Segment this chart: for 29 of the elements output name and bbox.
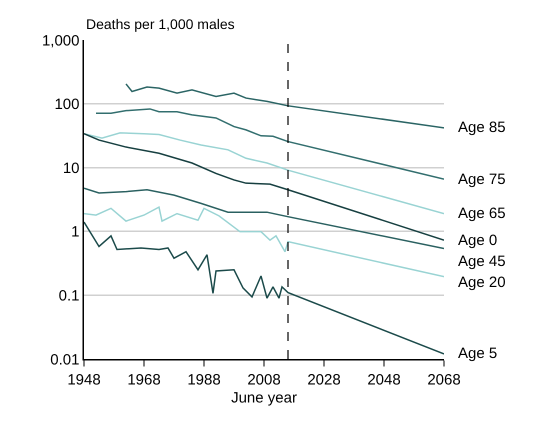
line-series [84, 221, 444, 355]
line-series [84, 187, 444, 250]
series-label: Age 0 [458, 232, 498, 249]
x-axis-title: June year [231, 389, 297, 406]
series-label: Age 65 [458, 205, 506, 222]
line-series [84, 132, 444, 214]
series-label: Age 45 [458, 253, 506, 270]
series-label: Age 20 [458, 274, 506, 291]
x-tick-label: 1968 [127, 372, 161, 388]
series-label: Age 5 [458, 345, 498, 362]
line-series [125, 83, 444, 129]
x-tick-label: 1988 [187, 372, 221, 388]
x-tick-label: 2028 [307, 372, 341, 388]
x-tick-label: 2048 [367, 372, 401, 388]
x-tick-label: 1948 [67, 372, 101, 388]
series-label: Age 85 [458, 119, 506, 136]
x-tick-label: 2008 [247, 372, 281, 388]
line-series [84, 206, 444, 278]
y-tick-label: 1,000 [42, 32, 80, 50]
x-tick-label: 2068 [427, 372, 461, 388]
line-series [95, 108, 444, 180]
y-tick-label: 1 [71, 224, 80, 241]
y-axis-title: Deaths per 1,000 males [86, 16, 235, 32]
y-tick-label: 10 [62, 160, 80, 177]
line-series [84, 132, 444, 241]
y-tick-label: 0.1 [58, 287, 80, 304]
y-tick-label: 100 [54, 96, 80, 114]
series-label: Age 75 [458, 171, 506, 188]
y-tick-label: 0.01 [50, 351, 80, 368]
